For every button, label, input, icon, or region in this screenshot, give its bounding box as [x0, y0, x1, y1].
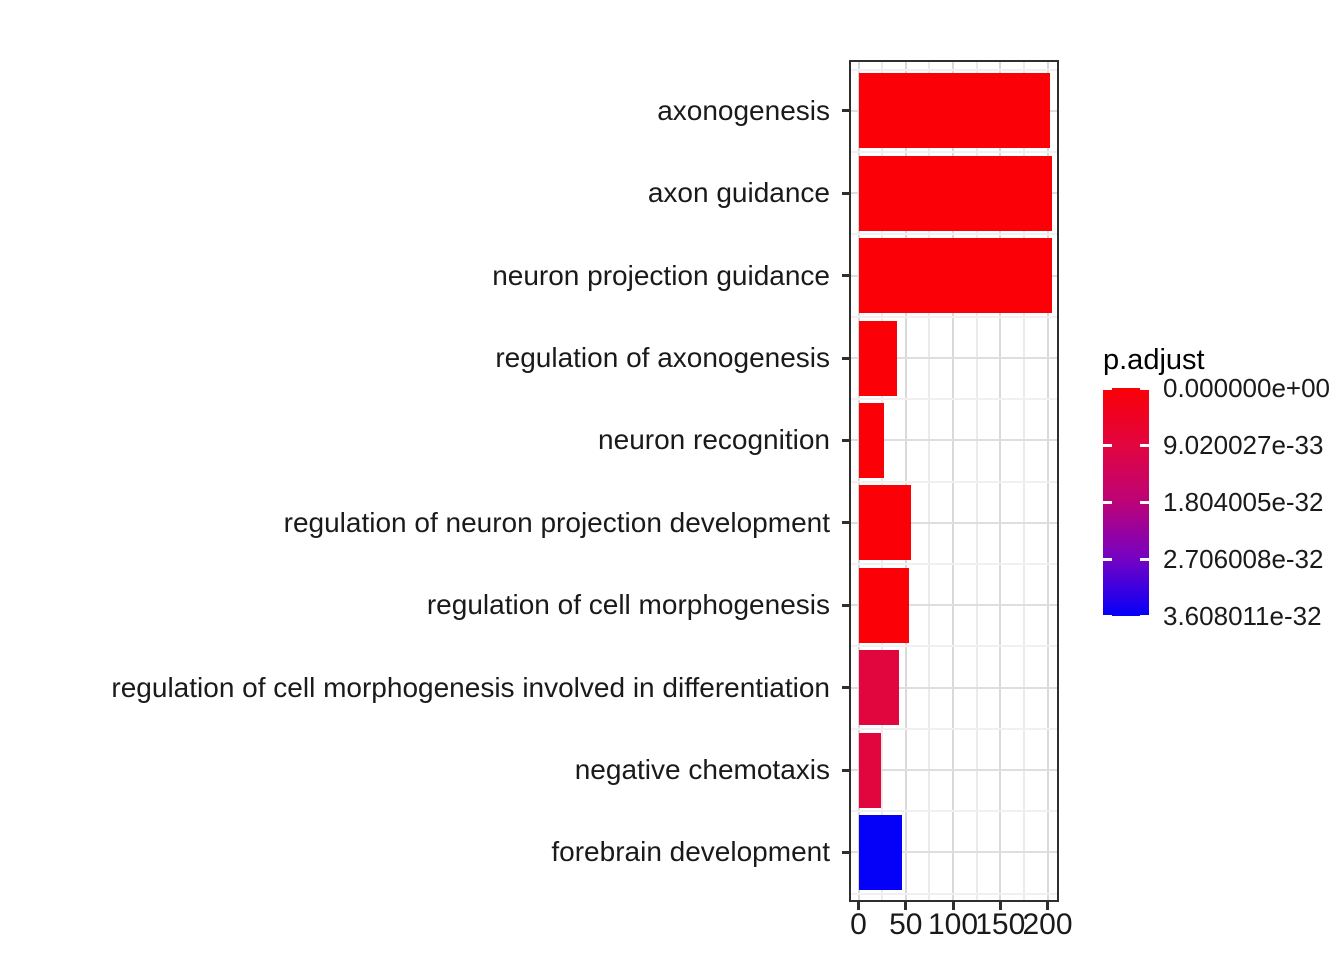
y-axis-tick — [842, 850, 849, 854]
legend-colorbar-tick-right — [1140, 443, 1149, 447]
y-axis-tick — [842, 603, 849, 607]
x-axis-tick-label: 200 — [1022, 908, 1073, 941]
gridline-horizontal-minor — [849, 233, 1059, 236]
y-axis-tick — [842, 686, 849, 690]
x-axis-tick — [1046, 902, 1049, 910]
bar-regulation-of-cell-morphogenesis — [858, 567, 909, 643]
gridline-horizontal-major — [849, 604, 1059, 607]
legend-colorbar-tick-left — [1103, 557, 1112, 561]
bar-regulation-of-neuron-projection-development — [858, 485, 912, 561]
gridline-horizontal-minor — [849, 68, 1059, 71]
y-axis-label: regulation of cell morphogenesis — [426, 589, 830, 621]
x-axis-tick — [998, 902, 1002, 910]
legend-colorbar-group: p.adjust 0.000000e+00 9.020027e-33 1.80400… — [1103, 344, 1343, 644]
y-axis-label: axonogenesis — [657, 94, 830, 126]
x-axis-tick-label: 100 — [927, 908, 979, 941]
legend-tick-label: 9.020027e-33 — [1163, 430, 1324, 460]
gridline-horizontal-minor — [849, 151, 1059, 153]
gridline-horizontal-minor — [849, 727, 1059, 730]
y-axis-tick — [842, 768, 849, 772]
legend-colorbar-tick-left — [1103, 614, 1112, 618]
y-axis-tick — [842, 109, 849, 113]
y-axis-tick — [842, 356, 849, 360]
y-axis-label: regulation of axonogenesis — [495, 342, 830, 373]
legend-tick-label: 0.000000e+00 — [1163, 373, 1331, 403]
bar-regulation-of-axonogenesis — [858, 320, 898, 396]
bar-axonogenesis — [858, 73, 1051, 149]
legend-tick-label: 3.608011e-32 — [1163, 601, 1322, 631]
legend-colorbar-tick-right — [1140, 500, 1149, 504]
gridline-horizontal-major — [849, 851, 1059, 854]
gridline-horizontal-major — [849, 769, 1059, 771]
x-axis-tick-label: 0 — [850, 908, 867, 941]
bar-neuron-projection-guidance — [858, 238, 1053, 314]
gridline-horizontal-major — [849, 521, 1059, 524]
legend-tick-label: 1.804005e-32 — [1163, 487, 1324, 517]
y-axis-tick — [842, 191, 849, 195]
legend-colorbar-tick-right — [1140, 614, 1149, 618]
x-axis-tick — [857, 902, 860, 910]
legend-title: p.adjust — [1103, 344, 1205, 376]
x-axis-tick — [904, 902, 908, 910]
x-axis-tick-label: 50 — [889, 908, 923, 941]
x-axis-tick-label: 150 — [975, 908, 1026, 941]
x-axis-tick — [951, 902, 955, 910]
legend-colorbar-tick-left — [1103, 443, 1112, 447]
y-axis-label: regulation of cell morphogenesis involve… — [111, 671, 830, 703]
bar-neuron-recognition — [858, 402, 884, 478]
y-axis-labels: axonogenesis axon guidance neuron projecti… — [0, 60, 849, 902]
legend-colorbar-tick-left — [1103, 500, 1112, 504]
legend-colorbar-tick-left — [1103, 386, 1112, 390]
gridline-horizontal-minor — [849, 810, 1059, 813]
legend-colorbar-tick-right — [1140, 386, 1149, 390]
gridline-horizontal-minor — [849, 563, 1059, 565]
y-axis-label: negative chemotaxis — [574, 754, 830, 785]
gridline-horizontal-major — [849, 439, 1059, 442]
gridline-horizontal-minor — [849, 398, 1059, 401]
legend-tick-label: 2.706008e-32 — [1163, 544, 1324, 574]
bar-regulation-of-cell-morphogenesis-involved-in-differentiation — [858, 650, 900, 726]
gridline-horizontal-minor — [849, 892, 1059, 895]
legend-colorbar-tick-right — [1140, 557, 1149, 561]
bar-axon-guidance — [858, 155, 1053, 231]
y-axis-label: regulation of neuron projection developm… — [283, 506, 830, 538]
y-axis-tick — [842, 274, 849, 278]
bars-layer — [849, 60, 1059, 902]
y-axis-label: neuron recognition — [598, 424, 830, 456]
y-axis-tick — [842, 521, 849, 525]
y-axis-tick — [842, 438, 849, 442]
gridline-horizontal-major — [849, 686, 1059, 689]
gridline-horizontal-major — [849, 357, 1059, 359]
plot-panel — [849, 60, 1059, 902]
bar-negative-chemotaxis — [858, 732, 882, 808]
bar-forebrain-development — [858, 814, 902, 890]
y-axis-label: neuron projection guidance — [492, 259, 830, 291]
gridline-horizontal-minor — [849, 315, 1059, 318]
y-axis-label: forebrain development — [551, 836, 830, 868]
y-axis-label: axon guidance — [647, 177, 830, 209]
gridline-horizontal-minor — [849, 480, 1059, 483]
gridline-horizontal-minor — [849, 645, 1059, 648]
